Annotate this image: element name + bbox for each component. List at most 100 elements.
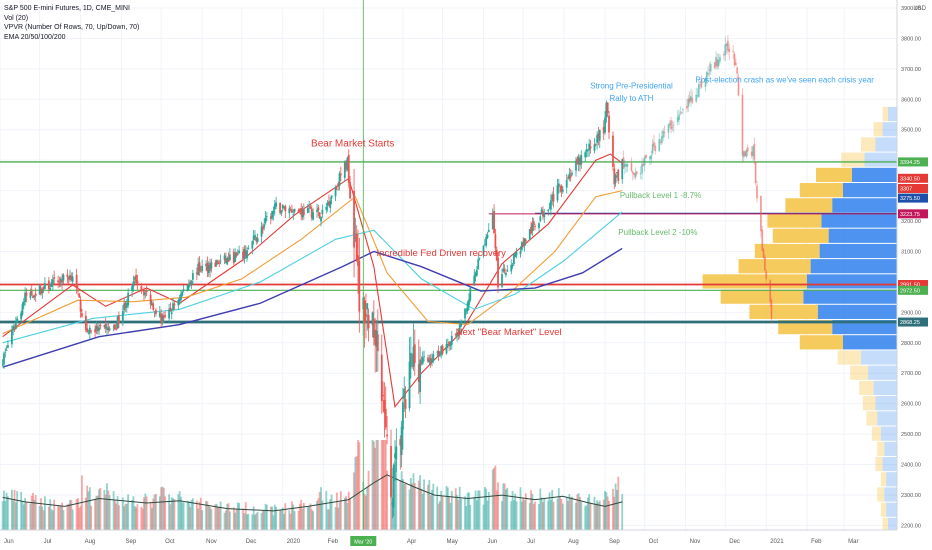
candle-body: [523, 238, 526, 246]
candle-body: [760, 195, 762, 232]
candle-body: [671, 127, 674, 129]
candle-body: [522, 242, 525, 247]
volume-bar: [289, 513, 292, 530]
volume-bar: [66, 504, 69, 530]
candle-body: [210, 262, 213, 269]
candle-body: [206, 263, 209, 272]
volume-bar: [149, 502, 152, 530]
volume-bar: [106, 483, 108, 530]
price-label-text: 3275.50: [900, 196, 920, 202]
candle-body: [565, 179, 568, 188]
candle-body: [3, 353, 5, 365]
volume-bar: [399, 480, 402, 530]
volume-bar: [457, 499, 460, 530]
volume-bar: [108, 495, 111, 530]
candle-body: [716, 59, 719, 67]
legend-ema[interactable]: EMA 20/50/100/200: [4, 33, 66, 41]
volume-bar: [272, 515, 275, 530]
candle-body: [742, 151, 745, 158]
price-tick-label: 2500.00: [901, 432, 921, 438]
candle-body: [328, 201, 330, 206]
profile-bar-down: [702, 274, 807, 289]
profile-bar-down: [859, 380, 874, 396]
legend-vpvr[interactable]: VPVR (Number Of Rows, 70, Up/Down, 70): [4, 24, 140, 31]
profile-bar-down: [877, 487, 885, 502]
volume-bar: [298, 504, 301, 530]
candle-body: [228, 254, 231, 261]
profile-bar-down: [778, 319, 833, 335]
volume-bar: [153, 494, 156, 530]
volume-bar: [506, 487, 509, 530]
volume-bar: [58, 506, 61, 530]
candle-body: [217, 261, 219, 264]
profile-bar-down: [738, 259, 811, 274]
volume-bar: [99, 488, 102, 530]
time-tick-label: Jun: [488, 539, 498, 545]
candle-body: [261, 226, 264, 230]
candle-body: [365, 314, 367, 317]
price-tick-label: 2600.00: [901, 402, 921, 408]
volume-bar: [495, 490, 498, 530]
volume-bar: [232, 507, 235, 530]
legend-vol[interactable]: Vol (20): [4, 14, 29, 22]
profile-bar-up: [852, 167, 897, 183]
volume-bar: [454, 488, 457, 530]
candle-body: [586, 150, 589, 151]
candle-body: [334, 186, 337, 197]
volume-bar: [87, 491, 90, 530]
candle-body: [144, 292, 147, 295]
price-axis[interactable]: 2200.00 2300.00 2400.00 2500.00 2600.00 2700.…: [896, 0, 932, 550]
profile-bar-down: [749, 304, 818, 319]
volume-bar: [335, 492, 338, 530]
candle-body: [121, 311, 124, 323]
candle-body: [724, 44, 727, 56]
candle-body: [528, 229, 531, 240]
profile-bar-down: [873, 122, 883, 137]
profile-bar-down: [816, 167, 852, 183]
candle-body: [436, 351, 439, 353]
candle-body: [625, 164, 628, 167]
price-label-text: 3307: [900, 186, 912, 192]
candle-body: [195, 272, 198, 274]
volume-bar: [465, 505, 468, 530]
volume-bar: [411, 483, 414, 530]
volume-bar: [503, 483, 506, 530]
volume-bar: [251, 514, 254, 530]
candle-body: [432, 354, 435, 361]
candle-body: [486, 234, 489, 238]
candle-body: [634, 172, 637, 178]
candle-body: [709, 64, 712, 72]
candle-body: [697, 83, 700, 97]
profile-bar-down: [880, 502, 887, 517]
candle-body: [375, 330, 378, 347]
candle-body: [466, 302, 469, 312]
volume-bar: [485, 488, 488, 530]
candle-body: [308, 206, 311, 208]
time-tick-label: Mar: [848, 539, 858, 545]
candle-body: [243, 249, 246, 260]
volume-bar: [288, 510, 291, 530]
crosshair-date-tag: [350, 536, 377, 546]
volume-bar: [382, 440, 385, 530]
volume-bar: [321, 500, 324, 530]
candle-body: [756, 185, 758, 199]
price-tick-label: 2200.00: [901, 523, 921, 529]
profile-bar-up: [886, 472, 897, 487]
candle-body: [339, 173, 342, 176]
symbol-title[interactable]: S&P 500 E-mini Futures, 1D, CME_MINI: [4, 5, 130, 12]
candle-body: [53, 277, 56, 280]
volume-bar: [374, 447, 377, 530]
candle-body: [345, 161, 348, 170]
price-tick-label: 3200.00: [901, 219, 921, 225]
candle-body: [650, 154, 653, 160]
volume-bar: [197, 508, 200, 530]
candle-body: [14, 322, 17, 329]
volume-bar: [400, 471, 403, 530]
profile-bar-down: [877, 441, 885, 456]
candle-body: [588, 143, 591, 151]
volume-bar: [330, 494, 333, 530]
candle-body: [715, 57, 717, 67]
volume-bar: [191, 498, 194, 530]
time-axis[interactable]: Jun Jul Aug Sep Oct Nov Dec 2020 Feb Apr May Jun Jul…: [0, 529, 932, 550]
